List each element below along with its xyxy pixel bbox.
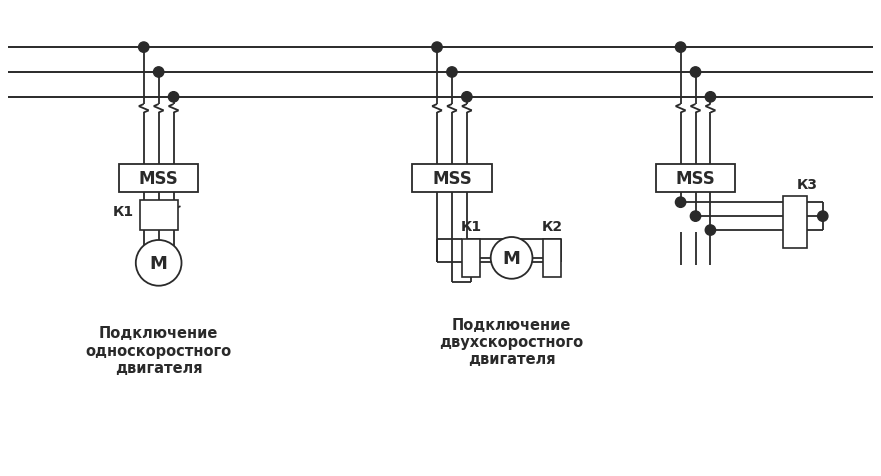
Text: Подключение
двухскоростного
двигателя: Подключение двухскоростного двигателя: [440, 317, 583, 367]
Bar: [412, 165, 492, 193]
Circle shape: [462, 92, 472, 103]
Circle shape: [676, 43, 685, 53]
Bar: [655, 165, 736, 193]
Circle shape: [447, 68, 457, 78]
Text: К2: К2: [542, 219, 563, 234]
Text: М: М: [503, 249, 521, 268]
Bar: [544, 239, 561, 277]
Circle shape: [432, 43, 442, 53]
Circle shape: [818, 211, 828, 222]
Bar: [140, 201, 178, 230]
Circle shape: [153, 68, 164, 78]
Circle shape: [491, 238, 532, 279]
Circle shape: [706, 92, 715, 103]
Circle shape: [691, 211, 700, 222]
Circle shape: [691, 68, 700, 78]
Circle shape: [138, 43, 149, 53]
Circle shape: [676, 198, 685, 208]
Text: М: М: [150, 254, 167, 272]
Text: MSS: MSS: [676, 170, 715, 188]
Text: MSS: MSS: [432, 170, 472, 188]
Text: К1: К1: [113, 205, 134, 218]
Circle shape: [168, 92, 179, 103]
Circle shape: [136, 240, 181, 286]
Circle shape: [706, 226, 715, 236]
Bar: [119, 165, 198, 193]
Text: К1: К1: [460, 219, 481, 234]
Bar: [462, 239, 480, 277]
Text: Подключение
односкоростного
двигателя: Подключение односкоростного двигателя: [85, 326, 232, 376]
Text: К3: К3: [797, 178, 818, 192]
Text: MSS: MSS: [139, 170, 179, 188]
Bar: [783, 197, 807, 248]
